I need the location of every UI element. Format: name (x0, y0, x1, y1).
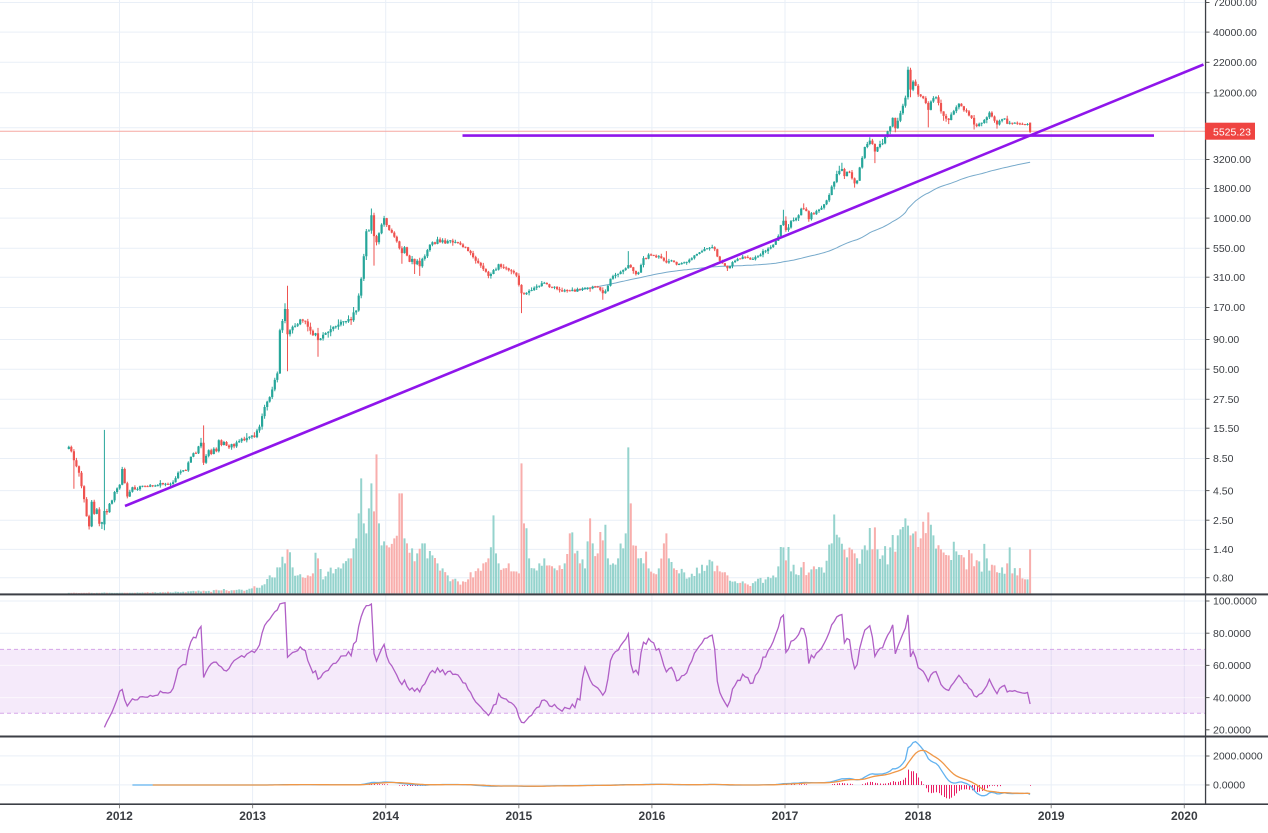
svg-text:2016: 2016 (639, 809, 666, 823)
svg-text:3200.00: 3200.00 (1213, 154, 1251, 166)
svg-text:20.0000: 20.0000 (1213, 725, 1251, 737)
svg-text:50.00: 50.00 (1213, 364, 1239, 376)
svg-text:12000.00: 12000.00 (1213, 88, 1257, 100)
svg-text:2000.0000: 2000.0000 (1213, 751, 1263, 763)
svg-text:8.50: 8.50 (1213, 453, 1234, 465)
svg-text:0.0000: 0.0000 (1213, 780, 1245, 792)
svg-text:2019: 2019 (1038, 809, 1065, 823)
svg-text:2018: 2018 (905, 809, 932, 823)
svg-text:170.00: 170.00 (1213, 302, 1245, 314)
svg-text:72000.00: 72000.00 (1213, 0, 1257, 9)
svg-text:60.0000: 60.0000 (1213, 660, 1251, 672)
svg-text:100.0000: 100.0000 (1213, 596, 1257, 608)
svg-text:40000.00: 40000.00 (1213, 27, 1257, 39)
svg-text:1000.00: 1000.00 (1213, 213, 1251, 225)
svg-text:5525.23: 5525.23 (1213, 126, 1251, 138)
svg-text:90.00: 90.00 (1213, 334, 1239, 346)
svg-text:27.50: 27.50 (1213, 394, 1239, 406)
svg-text:1800.00: 1800.00 (1213, 183, 1251, 195)
svg-text:2015: 2015 (505, 809, 532, 823)
svg-text:2.50: 2.50 (1213, 515, 1234, 527)
svg-text:4.50: 4.50 (1213, 485, 1234, 497)
svg-text:310.00: 310.00 (1213, 272, 1245, 284)
svg-text:15.50: 15.50 (1213, 423, 1239, 435)
svg-text:2017: 2017 (772, 809, 799, 823)
svg-text:0.80: 0.80 (1213, 572, 1234, 584)
svg-text:550.00: 550.00 (1213, 243, 1245, 255)
svg-text:2014: 2014 (372, 809, 399, 823)
svg-text:80.0000: 80.0000 (1213, 628, 1251, 640)
svg-text:40.0000: 40.0000 (1213, 692, 1251, 704)
svg-text:2013: 2013 (239, 809, 266, 823)
svg-text:1.40: 1.40 (1213, 544, 1234, 556)
svg-text:22000.00: 22000.00 (1213, 57, 1257, 69)
svg-text:2020: 2020 (1171, 809, 1198, 823)
svg-text:2012: 2012 (106, 809, 133, 823)
